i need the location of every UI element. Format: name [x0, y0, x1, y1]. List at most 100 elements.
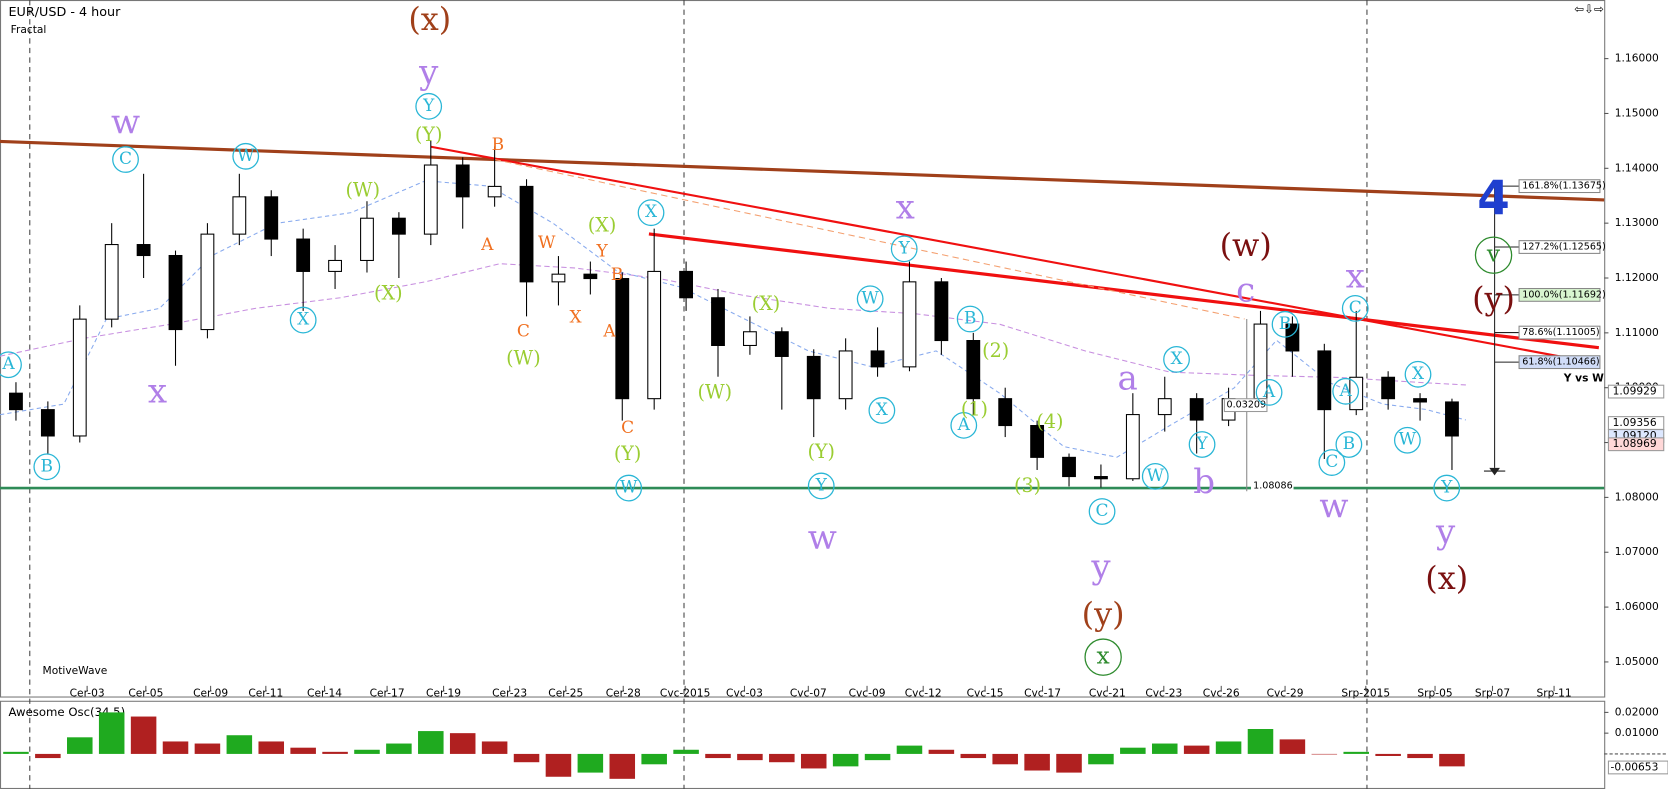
candle-body — [711, 297, 725, 347]
wave-label: x — [1346, 257, 1365, 297]
moving-average — [0, 180, 1467, 458]
fib-box — [1518, 325, 1601, 340]
wave-label: X — [297, 310, 310, 330]
candle-body — [519, 185, 534, 283]
wave-ring — [950, 411, 978, 439]
candle-body — [104, 244, 119, 320]
osc-bar — [1375, 753, 1401, 756]
wave-label: X — [876, 400, 889, 420]
osc-bar — [194, 743, 221, 754]
osc-bar — [1247, 729, 1274, 754]
x-tick-label: Cvc-03 — [726, 686, 763, 699]
wave-label: C — [1096, 501, 1109, 521]
candle-body — [40, 409, 55, 437]
candle-body — [1381, 376, 1396, 400]
candle-body — [455, 164, 470, 198]
price-tag-label: 1.08969 — [1613, 437, 1657, 450]
osc-bar — [992, 753, 1018, 765]
candle-body — [168, 254, 183, 331]
wave-label: W — [861, 288, 879, 308]
osc-bar — [449, 733, 476, 754]
candle-body — [264, 196, 279, 240]
osc-bar — [1120, 747, 1146, 754]
wave-label: B — [964, 309, 977, 329]
osc-bar — [258, 741, 285, 754]
wave-ring — [1335, 431, 1363, 458]
wave-ring — [1084, 638, 1122, 676]
wave-ring — [956, 305, 984, 333]
osc-bar — [641, 753, 667, 765]
wave-label: (X) — [752, 292, 781, 315]
y-tick-label: 1.13000 — [1615, 216, 1659, 229]
fib-label: 161.8%(1.13675) — [1522, 181, 1605, 192]
candle-body — [1094, 476, 1108, 480]
x-tick-label: Cvc-07 — [790, 686, 827, 699]
osc-bar — [737, 753, 763, 761]
candle-body — [902, 281, 917, 368]
candle-body — [423, 164, 438, 235]
fib-box — [1518, 240, 1601, 254]
wave-label: (W) — [345, 178, 380, 201]
candle-body — [487, 185, 502, 198]
candle-body — [615, 278, 630, 400]
wave-label: a — [1117, 359, 1137, 399]
x-tick-label: Cer-05 — [128, 686, 163, 699]
x-tick-label: Cvc-26 — [1203, 686, 1240, 699]
osc-bar — [928, 749, 955, 754]
measure-box — [1251, 479, 1294, 493]
x-tick-label: Cer-23 — [492, 686, 527, 699]
candle-body — [774, 331, 789, 357]
wave-ring — [637, 199, 665, 227]
wave-label: A — [1262, 382, 1276, 402]
wave-ring — [856, 285, 884, 313]
wave-label: 4 — [1477, 173, 1510, 227]
y-tick-label: 1.07000 — [1615, 545, 1659, 558]
wave-label: C — [1349, 298, 1362, 318]
x-tick-label: Cvc-29 — [1267, 686, 1304, 699]
wave-label: B — [41, 456, 54, 476]
y-tick-label: 1.11000 — [1615, 326, 1659, 339]
osc-bar — [322, 751, 348, 754]
osc-bar — [1439, 753, 1465, 767]
osc-bar — [35, 753, 61, 759]
wave-label: (1) — [961, 397, 988, 420]
wave-label: A — [1, 354, 15, 374]
y-tick-label: 1.12000 — [1615, 271, 1659, 284]
x-tick-label: Cer-14 — [307, 686, 342, 699]
candle-body — [232, 196, 247, 235]
wave-label: Y — [1195, 434, 1208, 454]
osc-bar — [800, 753, 827, 769]
osc-bar — [577, 753, 604, 773]
wave-label: y — [418, 52, 439, 92]
y-tick-label: 1.05000 — [1615, 655, 1659, 668]
wave-label: A — [480, 235, 494, 255]
candle-body — [870, 350, 885, 368]
candle-body — [1125, 414, 1140, 480]
wave-ring — [232, 142, 260, 170]
osc-bar — [513, 753, 540, 763]
x-tick-label: Cer-03 — [70, 686, 105, 699]
x-tick-label: Cvc-2015 — [660, 686, 710, 699]
wave-label: (x) — [1425, 559, 1468, 597]
wave-ring — [1404, 360, 1432, 388]
osc-title: Awesome Osc(34,5) — [9, 705, 126, 719]
osc-bar — [1151, 743, 1178, 754]
candle-body — [838, 350, 853, 400]
osc-bar — [769, 753, 795, 763]
osc-panel-frame — [0, 700, 1606, 789]
wave-ring — [1433, 474, 1461, 502]
wave-label: (W) — [698, 380, 733, 403]
wave-label: (Y) — [415, 123, 443, 146]
wave-label: C — [119, 149, 132, 169]
osc-bar — [1088, 753, 1114, 765]
y-tick-label: 1.14000 — [1615, 161, 1659, 174]
x-tick-label: Srp-11 — [1536, 686, 1571, 699]
window-icons[interactable]: ⇦⇩⇨ — [1574, 2, 1604, 16]
wave-ring — [415, 92, 443, 120]
fib-label: 100.0%(1.11692) — [1522, 289, 1605, 300]
wave-ring — [1163, 346, 1190, 373]
wave-label: X — [1170, 349, 1183, 369]
wave-ring — [1141, 462, 1169, 490]
